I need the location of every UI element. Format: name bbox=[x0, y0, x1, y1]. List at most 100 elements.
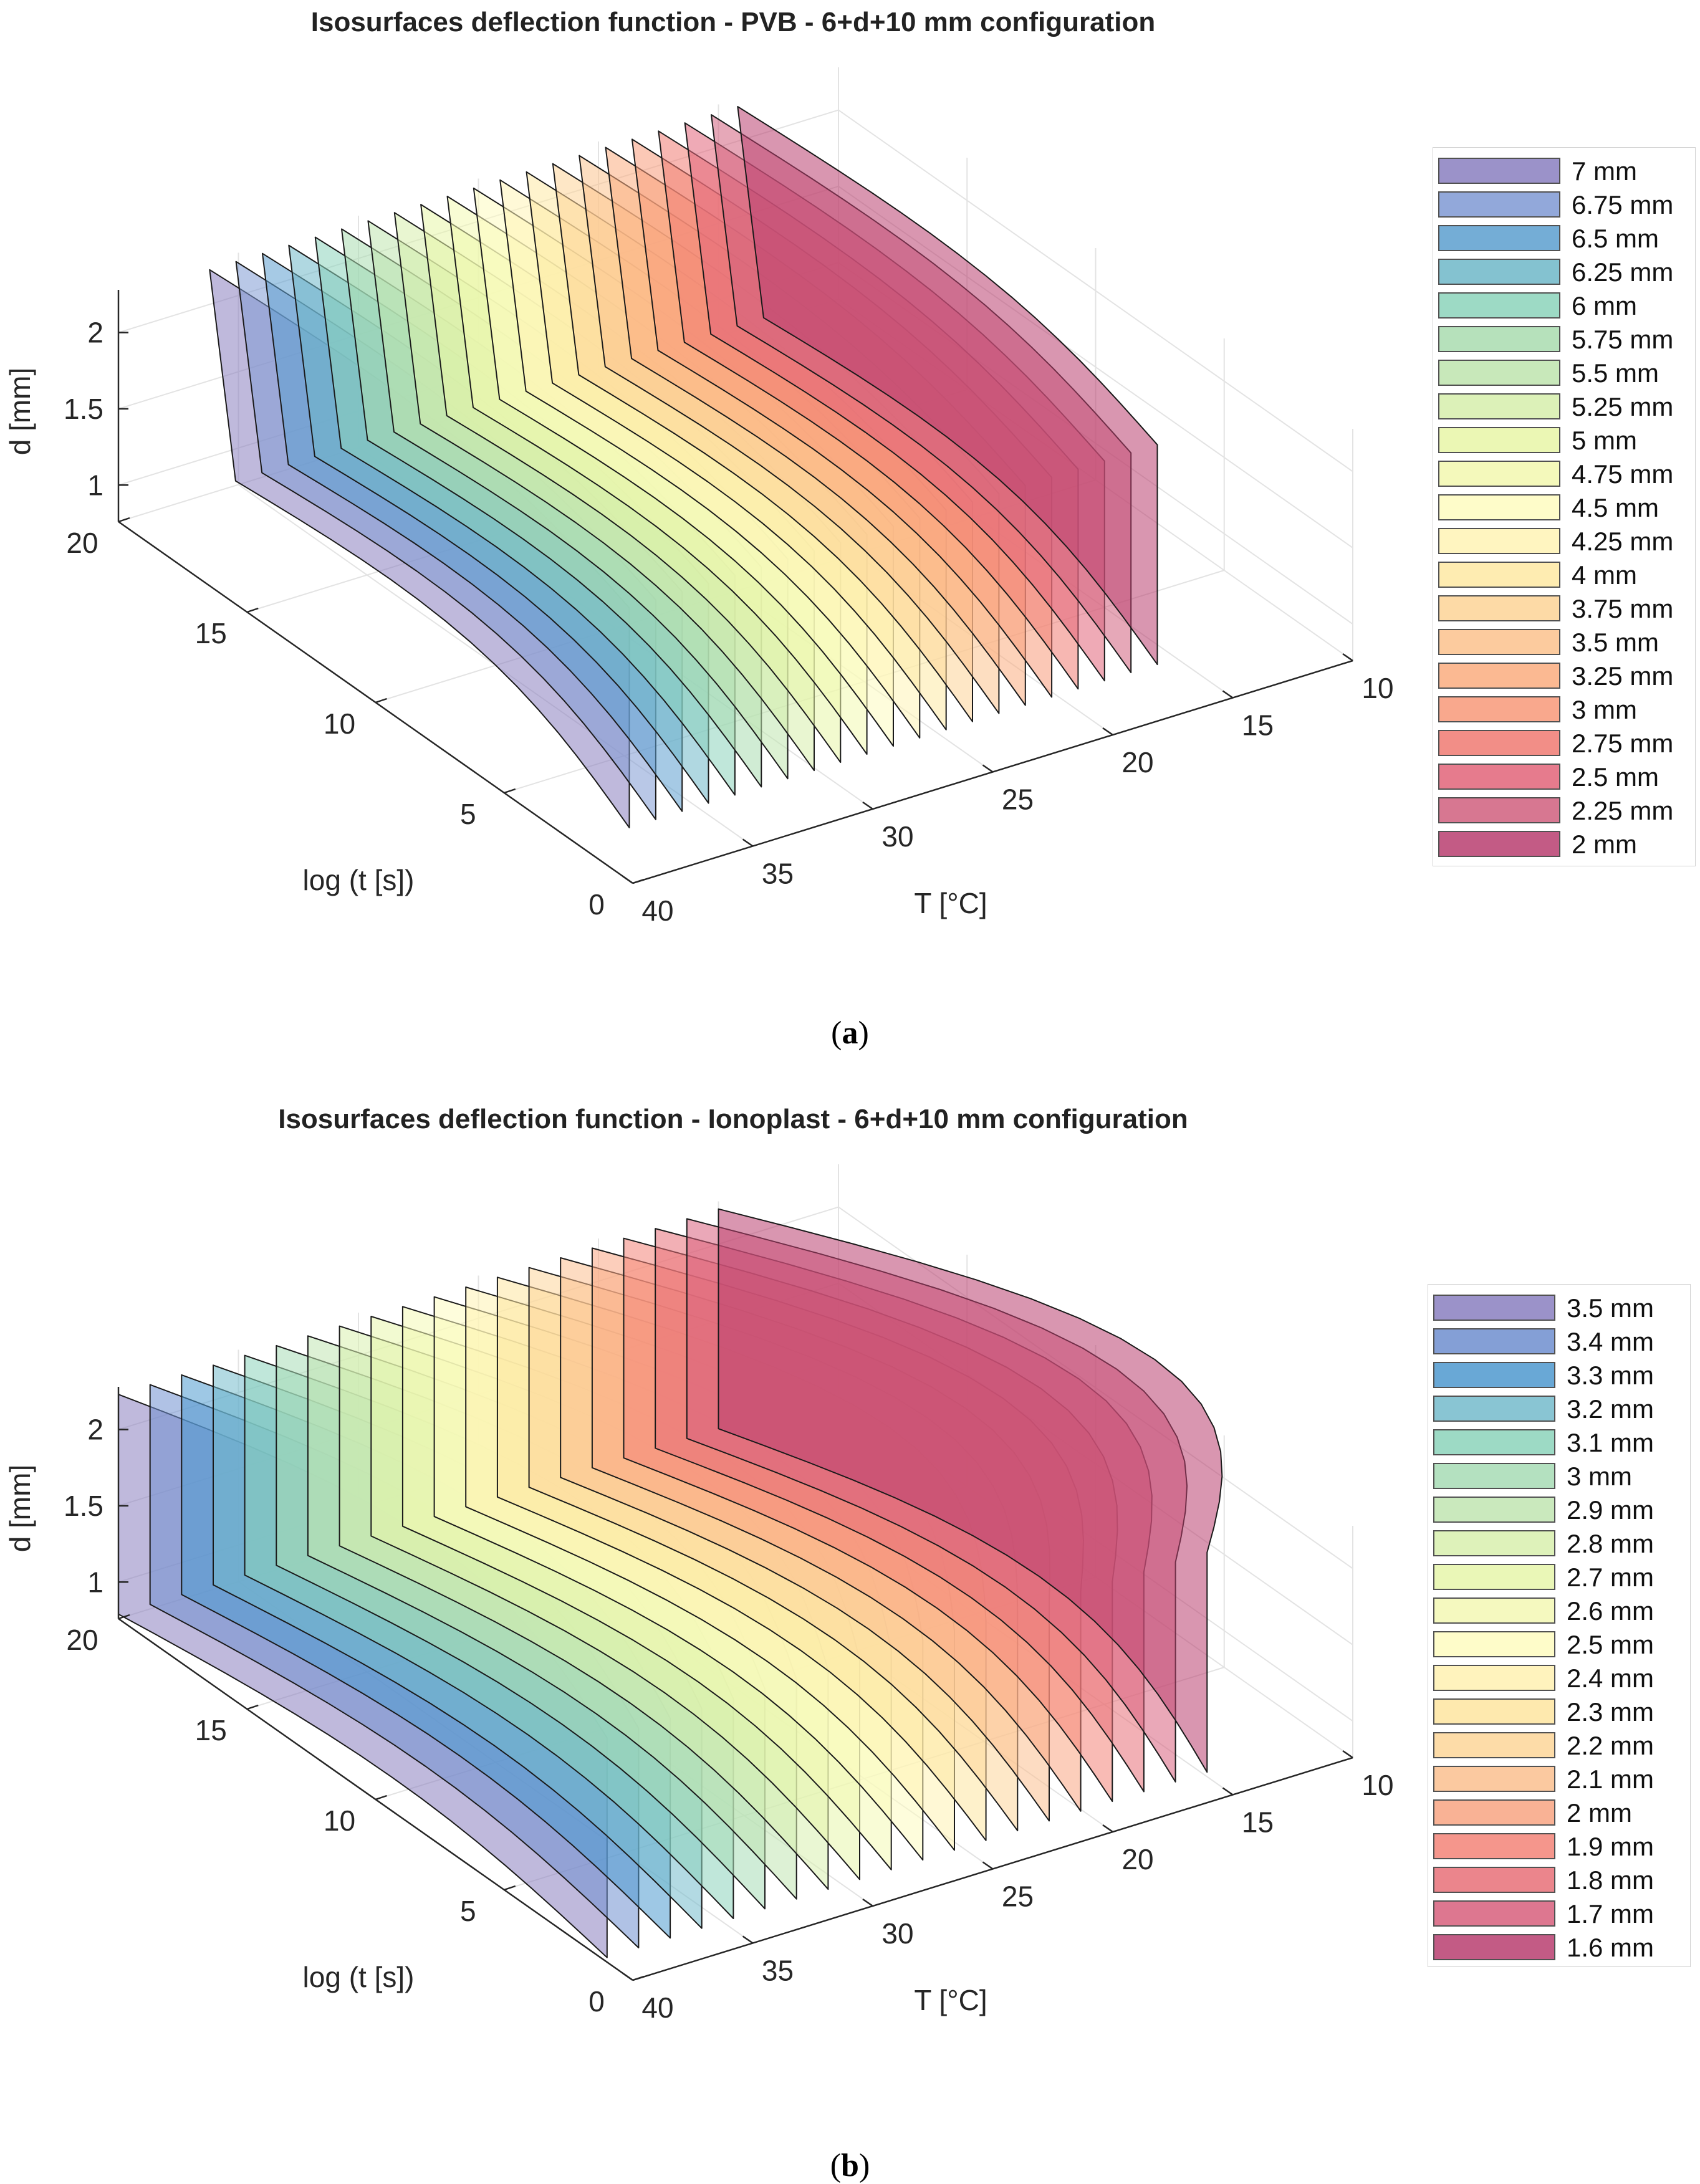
y-tick-label: 20 bbox=[66, 527, 98, 559]
legend-swatch bbox=[1433, 1295, 1555, 1321]
legend-item: 7 mm bbox=[1433, 154, 1695, 188]
chart-b-zlabel: d [mm] bbox=[4, 1465, 36, 1553]
legend-label: 2.6 mm bbox=[1567, 1596, 1654, 1626]
y-tick-mark bbox=[632, 878, 645, 884]
z-tick-label: 1.5 bbox=[64, 393, 103, 425]
x-tick-label: 35 bbox=[762, 1955, 794, 1987]
x-tick-label: 30 bbox=[881, 820, 913, 853]
y-tick-label: 0 bbox=[588, 1985, 605, 2018]
legend-label: 3.25 mm bbox=[1572, 661, 1674, 691]
legend-item: 1.9 mm bbox=[1428, 1829, 1690, 1863]
isosurface-1_6-mm bbox=[718, 1208, 1223, 1773]
y-tick-label: 5 bbox=[460, 1895, 476, 1927]
y-tick-mark bbox=[118, 1614, 130, 1620]
legend-label: 7 mm bbox=[1572, 156, 1637, 186]
chart-a-ticks: 10 15 20 25 30 35 40 0 5 10 15 20 1 1.5 2 bbox=[64, 317, 1394, 927]
legend-label: 4 mm bbox=[1572, 560, 1637, 590]
legend-label: 2.2 mm bbox=[1567, 1731, 1654, 1760]
caption-a: (a) bbox=[831, 1015, 869, 1051]
legend-swatch bbox=[1438, 259, 1560, 285]
legend-item: 5 mm bbox=[1433, 423, 1695, 457]
legend-swatch bbox=[1438, 360, 1560, 386]
x-tick-label: 30 bbox=[881, 1917, 913, 1950]
legend-label: 4.5 mm bbox=[1572, 493, 1659, 522]
y-tick-mark bbox=[375, 697, 387, 704]
z-tick-label: 1 bbox=[87, 469, 103, 501]
chart-panel-b: Isosurfaces deflection function - Ionopl… bbox=[0, 1097, 1700, 2183]
legend-swatch bbox=[1438, 461, 1560, 487]
legend-item: 2.2 mm bbox=[1428, 1728, 1690, 1762]
legend-label: 6 mm bbox=[1572, 291, 1637, 320]
chart-b-plot: Isosurfaces deflection function - Ionopl… bbox=[4, 1104, 1394, 2024]
chart-a-isosurfaces bbox=[209, 106, 1158, 828]
legend-swatch bbox=[1433, 1867, 1555, 1893]
x-tick-label: 40 bbox=[641, 894, 673, 927]
legend-label: 1.8 mm bbox=[1567, 1866, 1654, 1895]
legend-label: 6.25 mm bbox=[1572, 257, 1674, 287]
isosurface-sheet bbox=[737, 106, 1158, 666]
legend-item: 2.5 mm bbox=[1428, 1627, 1690, 1661]
y-tick-mark bbox=[246, 1704, 259, 1710]
chart-b-legend: 3.5 mm 3.4 mm 3.3 mm 3.2 mm 3.1 mm 3 mm 2.9 mm… bbox=[1428, 1284, 1691, 1967]
legend-swatch bbox=[1438, 393, 1560, 419]
y-tick-mark bbox=[118, 517, 130, 523]
chart-b-xlabel: T [°C] bbox=[914, 1984, 987, 2016]
legend-label: 2.7 mm bbox=[1567, 1563, 1654, 1592]
legend-item: 6.25 mm bbox=[1433, 255, 1695, 289]
legend-item: 3 mm bbox=[1433, 692, 1695, 726]
legend-label: 2.3 mm bbox=[1567, 1697, 1654, 1727]
legend-label: 3.5 mm bbox=[1567, 1293, 1654, 1323]
chart-b-ticks: 10 15 20 25 30 35 40 0 5 10 15 20 1 1.5 2 bbox=[64, 1414, 1394, 2024]
legend-item: 6.75 mm bbox=[1433, 188, 1695, 221]
legend-item: 2 mm bbox=[1428, 1796, 1690, 1829]
chart-a-ylabel: log (t [s]) bbox=[303, 864, 415, 896]
legend-swatch bbox=[1438, 158, 1560, 184]
legend-swatch bbox=[1433, 1900, 1555, 1927]
legend-label: 3 mm bbox=[1572, 695, 1637, 724]
x-tick-label: 25 bbox=[1002, 1880, 1034, 1913]
legend-swatch bbox=[1433, 1766, 1555, 1792]
legend-label: 2.4 mm bbox=[1567, 1664, 1654, 1693]
z-tick-label: 2 bbox=[87, 317, 103, 349]
legend-item: 4.5 mm bbox=[1433, 491, 1695, 524]
legend-item: 2.25 mm bbox=[1433, 793, 1695, 827]
legend-label: 3.3 mm bbox=[1567, 1361, 1654, 1390]
legend-label: 1.7 mm bbox=[1567, 1899, 1654, 1928]
legend-item: 2.8 mm bbox=[1428, 1526, 1690, 1560]
legend-label: 3 mm bbox=[1567, 1462, 1632, 1491]
legend-swatch bbox=[1438, 696, 1560, 722]
legend-label: 6.75 mm bbox=[1572, 190, 1674, 219]
legend-swatch bbox=[1433, 1530, 1555, 1556]
x-tick-label: 20 bbox=[1121, 1843, 1153, 1875]
legend-label: 3.4 mm bbox=[1567, 1327, 1654, 1356]
legend-label: 6.5 mm bbox=[1572, 224, 1659, 253]
legend-label: 2.8 mm bbox=[1567, 1529, 1654, 1558]
legend-swatch bbox=[1433, 1429, 1555, 1455]
x-tick-mark bbox=[622, 875, 633, 884]
y-tick-label: 5 bbox=[460, 798, 476, 830]
legend-label: 5.5 mm bbox=[1572, 358, 1659, 388]
z-tick-label: 2 bbox=[87, 1414, 103, 1446]
legend-swatch bbox=[1433, 1732, 1555, 1758]
x-tick-label: 40 bbox=[641, 1991, 673, 2024]
isosurface-2-mm bbox=[737, 106, 1158, 666]
legend-label: 4.75 mm bbox=[1572, 459, 1674, 489]
x-tick-label: 35 bbox=[762, 858, 794, 890]
x-tick-label: 10 bbox=[1361, 672, 1393, 704]
legend-item: 3.5 mm bbox=[1433, 625, 1695, 659]
legend-label: 3.75 mm bbox=[1572, 594, 1674, 623]
legend-item: 3.1 mm bbox=[1428, 1425, 1690, 1459]
chart-a-xlabel: T [°C] bbox=[914, 887, 987, 919]
legend-item: 2.4 mm bbox=[1428, 1661, 1690, 1695]
legend-label: 2 mm bbox=[1567, 1798, 1632, 1827]
legend-swatch bbox=[1438, 663, 1560, 689]
x-tick-mark bbox=[1102, 727, 1113, 736]
chart-panel-a: Isosurfaces deflection function - PVB - … bbox=[0, 0, 1700, 1051]
legend-label: 5.25 mm bbox=[1572, 392, 1674, 421]
legend-item: 5.25 mm bbox=[1433, 390, 1695, 423]
legend-item: 2.7 mm bbox=[1428, 1560, 1690, 1594]
chart-b-isosurfaces bbox=[118, 1208, 1223, 1958]
legend-item: 4 mm bbox=[1433, 558, 1695, 592]
grid-line bbox=[838, 109, 1353, 472]
legend-swatch bbox=[1438, 191, 1560, 218]
